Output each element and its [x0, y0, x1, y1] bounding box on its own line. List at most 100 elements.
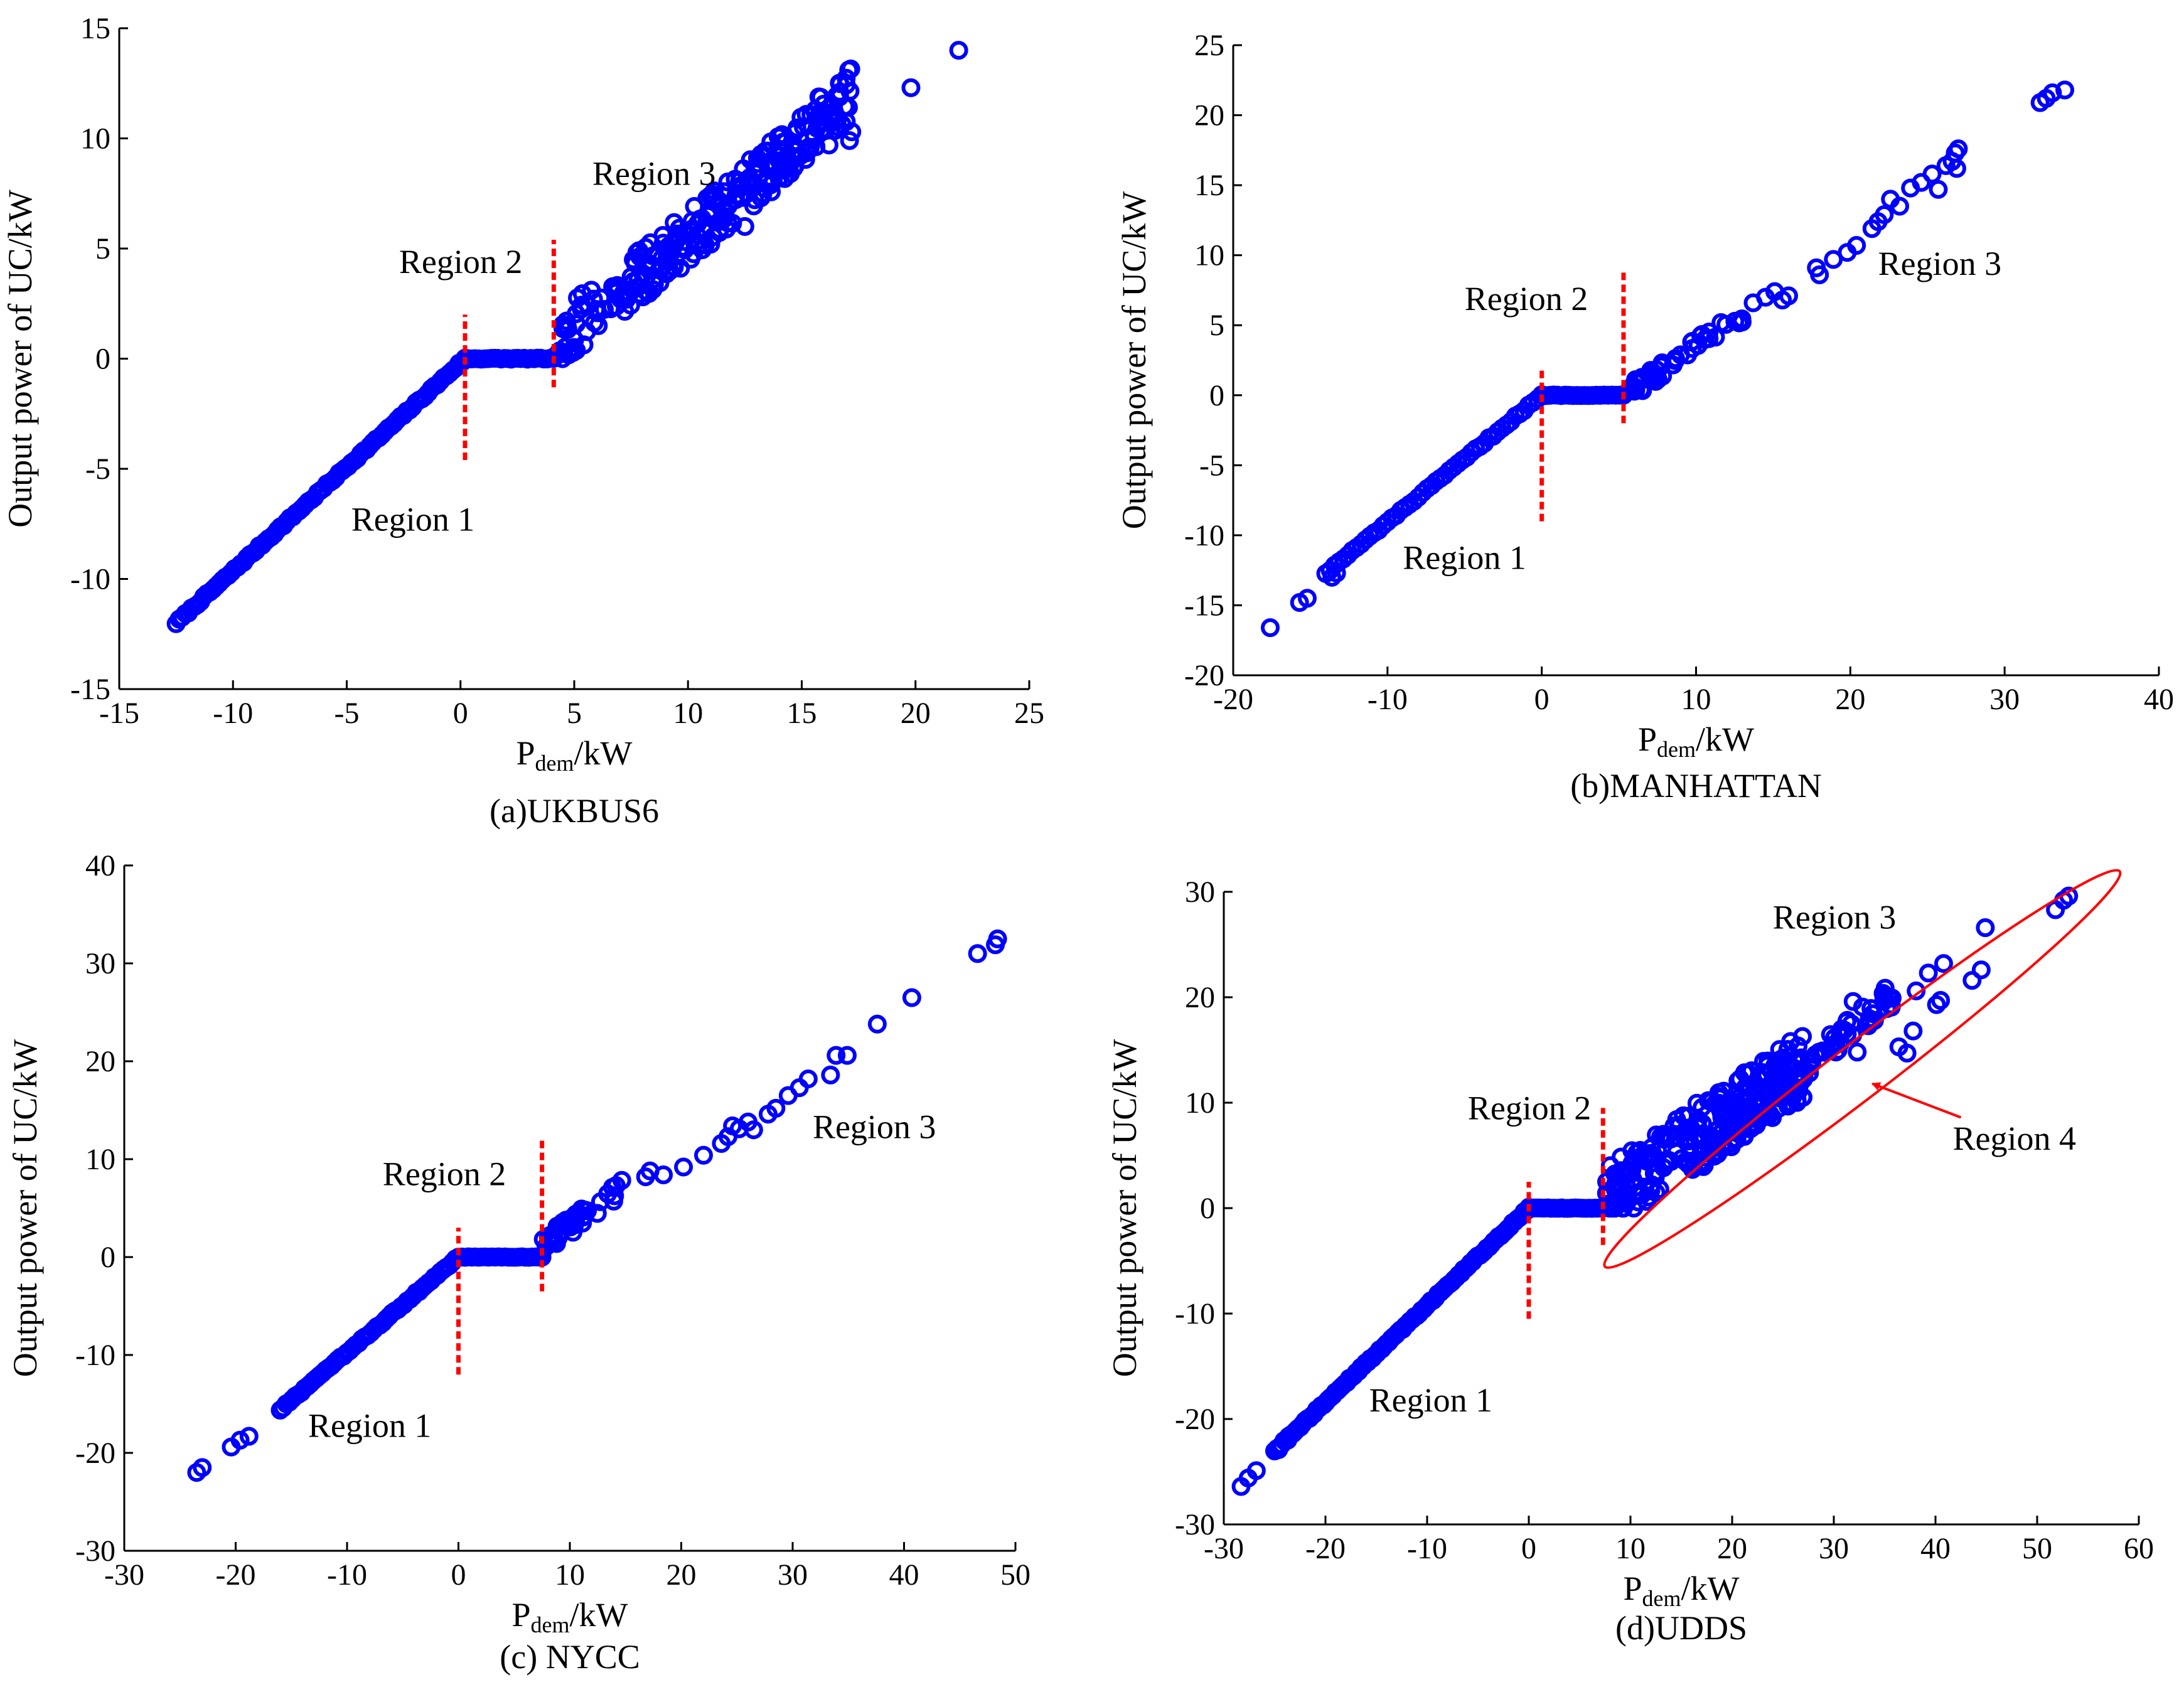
ukbus6-data-point — [601, 299, 621, 318]
nycc-y-tick-label: 10 — [85, 1143, 115, 1176]
panel-manhattan: -20 -10 0 10 20 30 40 -20 -15 -10 -5 0 5 10 15 20 25 Pdem… — [1115, 29, 2174, 805]
udds-y-axis-label: Output power of UC/kW — [1106, 1039, 1143, 1377]
ukbus6-data-point — [839, 60, 859, 80]
udds-caption: (d)UDDS — [1615, 1609, 1747, 1647]
ukbus6-data-point — [568, 288, 587, 308]
manhattan-y-tick-label: -5 — [1199, 449, 1224, 482]
ukbus6-data-point — [768, 139, 788, 159]
ukbus6-x-tick-label: -10 — [213, 697, 253, 730]
ukbus6-y-tick-label: 5 — [95, 232, 110, 265]
manhattan-y-tick-label: 5 — [1209, 309, 1224, 342]
ukbus6-x-tick-label: 10 — [673, 697, 703, 730]
ukbus6-data-point — [719, 196, 738, 216]
ukbus6-y-tick-label: -15 — [70, 673, 110, 706]
nycc-data-point — [603, 1177, 623, 1197]
udds-data-point — [1800, 1063, 1819, 1083]
nycc-data-point — [968, 944, 987, 963]
udds-data-point — [1760, 1078, 1779, 1097]
ukbus6-data-point — [582, 281, 601, 300]
nycc-data-point — [988, 929, 1007, 948]
ukbus6-data-point — [567, 314, 586, 334]
udds-data-point — [1837, 1012, 1856, 1031]
udds-region-label: Region 3 — [1773, 898, 1897, 936]
nycc-region-label: Region 1 — [308, 1406, 432, 1444]
udds-data-point — [1907, 981, 1926, 1000]
nycc-x-tick-label: 30 — [778, 1558, 808, 1592]
nycc-x-tick-label: 40 — [889, 1558, 919, 1592]
ukbus6-caption: (a)UKBUS6 — [490, 792, 659, 830]
udds-x-tick-label: 40 — [1920, 1532, 1951, 1565]
udds-region-label: Region 4 — [1953, 1120, 2077, 1157]
udds-data-point — [1246, 1461, 1266, 1480]
ukbus6-data-point — [758, 170, 778, 190]
ukbus6-data-point — [808, 108, 827, 127]
manhattan-y-tick-label: 15 — [1194, 169, 1224, 202]
ukbus6-data-point — [787, 118, 806, 137]
udds-data-point — [1641, 1181, 1661, 1200]
udds-data-point — [1874, 992, 1893, 1011]
udds-region-label: Region 2 — [1468, 1089, 1592, 1127]
ukbus6-y-tick-label: 0 — [95, 343, 110, 376]
udds-data-point — [1971, 960, 1991, 980]
nycc-data-point — [694, 1145, 713, 1165]
udds-data-point — [1661, 1152, 1681, 1171]
udds-data-point — [1919, 963, 1938, 983]
nycc-y-tick-label: 40 — [85, 849, 115, 882]
udds-data-point — [1735, 1063, 1754, 1083]
udds-data-point — [1962, 971, 1982, 990]
manhattan-x-tick-label: 0 — [1534, 683, 1550, 716]
manhattan-region-label: Region 1 — [1403, 539, 1526, 577]
manhattan-y-tick-label: -20 — [1184, 659, 1224, 692]
nycc-data-point — [744, 1120, 763, 1140]
nycc-x-tick-label: -10 — [327, 1558, 367, 1592]
udds-data-point — [1770, 1050, 1789, 1069]
manhattan-data-point — [1695, 329, 1715, 349]
udds-data-point — [1833, 1022, 1852, 1042]
ukbus6-x-tick-label: 0 — [453, 697, 468, 730]
manhattan-y-tick-label: 0 — [1209, 379, 1224, 412]
udds-data-point — [1897, 1044, 1917, 1063]
manhattan-y-tick-label: 10 — [1194, 239, 1224, 272]
ukbus6-data-point — [630, 284, 650, 304]
manhattan-data-point — [1664, 355, 1683, 375]
udds-x-tick-label: -10 — [1407, 1532, 1447, 1565]
ukbus6-y-tick-label: -5 — [85, 452, 110, 486]
udds-data-point — [1622, 1160, 1642, 1180]
ukbus6-data-point — [901, 78, 921, 97]
manhattan-data-point — [1949, 139, 1968, 159]
udds-data-point — [1751, 1094, 1770, 1113]
ukbus6-y-axis-label: Output power of UC/kW — [1, 190, 39, 527]
ukbus6-data-point — [820, 136, 838, 155]
manhattan-x-tick-label: 10 — [1681, 683, 1711, 716]
ukbus6-x-tick-label: 25 — [1014, 697, 1044, 730]
manhattan-data-point — [1929, 179, 1948, 199]
manhattan-data-point — [1732, 309, 1752, 329]
manhattan-data-point — [1652, 353, 1672, 373]
udds-data-point — [1683, 1160, 1702, 1179]
udds-data-point — [1806, 1045, 1825, 1064]
manhattan-y-tick-label: -10 — [1184, 519, 1224, 552]
ukbus6-data-point — [842, 122, 862, 141]
nycc-y-tick-label: 20 — [85, 1045, 115, 1078]
ukbus6-data-point — [830, 82, 850, 102]
nycc-caption: (c) NYCC — [500, 1638, 640, 1676]
ukbus6-data-point — [702, 185, 722, 204]
ukbus6-data-point — [830, 74, 850, 94]
ukbus6-data-point — [727, 179, 746, 198]
nycc-region-label: Region 3 — [813, 1108, 936, 1146]
udds-data-point — [1622, 1141, 1642, 1160]
ukbus6-data-point — [574, 335, 594, 355]
udds-data-point — [1647, 1162, 1667, 1181]
manhattan-y-tick-label: -15 — [1184, 589, 1224, 622]
ukbus6-y-tick-label: 10 — [80, 122, 110, 156]
udds-data-point — [1828, 1041, 1848, 1060]
udds-data-point — [1693, 1098, 1712, 1117]
nycc-data-point — [230, 1430, 250, 1450]
nycc-x-tick-label: -20 — [216, 1558, 256, 1592]
udds-data-point — [1278, 1430, 1298, 1450]
panel-ukbus6: -15 -10 -5 0 5 10 15 20 25 -15 -10 -5 0 5 10 15 Pdem/kW O… — [1, 12, 1044, 830]
manhattan-x-tick-label: 20 — [1835, 683, 1865, 716]
nycc-data-point — [867, 1014, 887, 1034]
ukbus6-data-point — [734, 159, 753, 178]
